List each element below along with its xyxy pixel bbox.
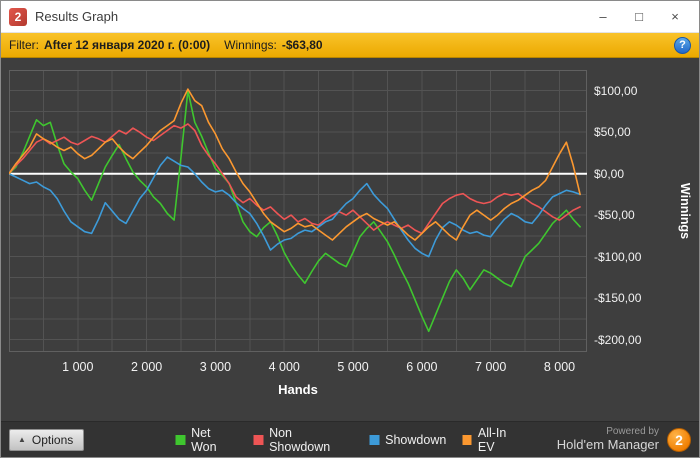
bottom-bar: ▲ Options Net Won Non Showdown Showdown All…	[1, 421, 699, 457]
series-line-non-showdown	[9, 123, 581, 235]
x-tick-label: 6 000	[406, 360, 438, 374]
powered-by-line1: Powered by	[606, 426, 659, 438]
results-chart-plot	[9, 70, 587, 352]
x-tick-label: 2 000	[130, 360, 163, 374]
help-icon[interactable]: ?	[674, 36, 691, 54]
options-button-label: Options	[31, 432, 74, 447]
legend-swatch-non-showdown	[253, 434, 264, 445]
y-tick-label: -$100,00	[594, 249, 642, 264]
filter-bar: Filter: After 12 января 2020 г. (0:00) W…	[1, 33, 699, 58]
legend-label-non-showdown: Non Showdown	[269, 425, 331, 454]
x-tick-label: 3 000	[199, 360, 232, 374]
y-tick-label: $0,00	[594, 166, 625, 181]
options-button[interactable]: ▲ Options	[9, 428, 85, 451]
window-title: Results Graph	[35, 9, 119, 24]
legend-label-showdown: Showdown	[385, 432, 447, 447]
winnings-label: Winnings:	[224, 38, 277, 52]
close-button[interactable]: ×	[671, 9, 679, 24]
series-line-showdown	[9, 156, 581, 258]
filter-label: Filter:	[9, 38, 39, 52]
legend-item-non-showdown: Non Showdown	[253, 426, 353, 454]
legend-item-all-in-ev: All-In EV	[462, 426, 524, 454]
series-line-net-won	[9, 89, 581, 333]
x-axis-label: Hands	[278, 382, 318, 397]
winnings-value: -$63,80	[281, 38, 323, 52]
x-tick-label: 4 000	[268, 360, 300, 374]
y-tick-label: $100,00	[594, 83, 638, 98]
y-axis-label: Winnings	[676, 70, 694, 352]
legend-label-net-won: Net Won	[191, 425, 217, 454]
y-tick-label: -$150,00	[594, 291, 642, 306]
legend-swatch-all-in-ev	[462, 434, 472, 445]
y-axis-label-text: Winnings	[678, 182, 693, 240]
chart-legend: Net Won Non Showdown Showdown All-In EV	[175, 425, 525, 454]
y-tick-label: $50,00	[594, 125, 631, 140]
legend-swatch-showdown	[369, 434, 380, 445]
powered-by-line2: Hold'em Manager	[556, 436, 659, 452]
x-tick-label: 7 000	[475, 360, 507, 374]
filter-value: After 12 января 2020 г. (0:00)	[44, 38, 211, 52]
legend-item-showdown: Showdown	[369, 433, 446, 447]
y-tick-label: -$200,00	[594, 332, 642, 347]
hm2-app-icon: 2	[9, 7, 27, 26]
powered-by: Powered by Hold'em Manager 2	[557, 426, 691, 452]
title-bar: 2 Results Graph – □ ×	[1, 1, 699, 33]
legend-item-net-won: Net Won	[175, 425, 238, 454]
legend-swatch-net-won	[175, 434, 186, 445]
holdem-manager-logo-icon: 2	[667, 427, 691, 452]
legend-label-all-in-ev: All-In EV	[477, 425, 507, 454]
y-tick-label: -$50,00	[594, 208, 635, 223]
x-tick-label: 1 000	[62, 360, 94, 374]
minimize-button[interactable]: –	[599, 9, 607, 24]
maximize-button[interactable]: □	[635, 9, 643, 24]
x-tick-label: 8 000	[543, 360, 576, 374]
options-expand-icon: ▲	[18, 435, 26, 444]
chart-region: 1 000 2 000 3 000 4 000 5 000 6 000 7 000 8 000…	[1, 58, 699, 421]
series-line-all-in-ev	[9, 88, 581, 241]
x-tick-label: 5 000	[337, 360, 369, 374]
